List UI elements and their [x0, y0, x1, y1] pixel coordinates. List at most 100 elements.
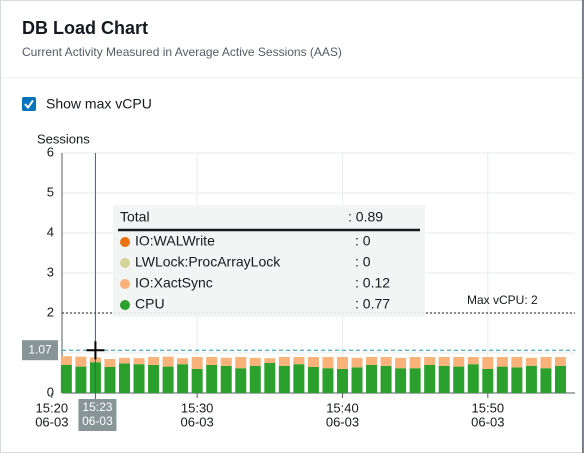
y-tick-label: 5 [47, 184, 54, 199]
bar-segment [322, 357, 334, 369]
tooltip-series-value: : 0 [355, 233, 371, 249]
tooltip-series-value: : 0 [355, 254, 371, 270]
cursor [86, 341, 105, 360]
bar-segment [525, 365, 537, 393]
bar-segment [191, 357, 203, 369]
bar-segment [249, 365, 261, 393]
tooltip-swatch [120, 237, 130, 247]
max-vcpu-label: Max vCPU: 2 [467, 293, 538, 307]
bar-segment [162, 366, 174, 393]
checkbox-check [24, 99, 34, 110]
bar-segment [336, 369, 348, 393]
bar-segment [336, 357, 348, 369]
bar-segment [395, 368, 407, 393]
bar-segment [133, 364, 145, 393]
tooltip-swatch [120, 300, 130, 310]
bar-segment [467, 364, 479, 393]
x-tick-label: 15:30 [181, 400, 214, 415]
bar-segment [322, 368, 334, 393]
bar-segment [75, 366, 87, 393]
bar-segment [278, 357, 290, 366]
bar-segment [380, 357, 392, 366]
bar-segment [60, 356, 72, 365]
bar-segment [438, 365, 450, 393]
bar-segment [351, 357, 363, 368]
x-tick-label: 15:20 [36, 400, 69, 415]
tooltip-series-value: : 0.12 [355, 275, 390, 291]
y-axis-label: Sessions [37, 131, 90, 146]
bar-segment [104, 367, 116, 393]
bar-segment [104, 359, 116, 367]
bar-segment [235, 368, 247, 393]
bar-segment [264, 363, 276, 393]
bar-segment [467, 357, 479, 365]
crosshair-x-date: 06-03 [82, 414, 113, 428]
bar-segment [409, 368, 421, 393]
bar-segment [60, 365, 72, 393]
checkbox[interactable] [22, 97, 36, 111]
bar-segment [220, 357, 232, 366]
x-tick-date: 06-03 [181, 414, 214, 429]
bar-segment [380, 365, 392, 393]
tooltip-series-name: IO:WALWrite [135, 233, 215, 249]
bar-segment [293, 357, 305, 365]
crosshair-y-label: 1.07 [28, 342, 52, 356]
bar-segment [395, 357, 407, 369]
bar-segment [118, 363, 130, 393]
x-tick-label: 15:40 [326, 400, 359, 415]
bar-segment [278, 365, 290, 393]
crosshair-y-box [22, 340, 58, 361]
tooltip-series-name: IO:XactSync [135, 275, 213, 291]
bar-segment [453, 357, 465, 367]
bar-segment [511, 357, 523, 368]
bar-segment [409, 357, 421, 369]
tooltip-series-value: : 0.77 [355, 296, 390, 312]
subtitle: Current Activity Measured in Average Act… [22, 45, 342, 59]
bar-segment [540, 368, 552, 393]
bar-segment [162, 356, 174, 367]
x-tick-date: 06-03 [35, 414, 68, 429]
bar-segment [424, 357, 436, 365]
bar-segment [525, 357, 537, 366]
tooltip-title: Total [120, 209, 150, 225]
bar-segment [482, 357, 494, 369]
bar-segment [148, 365, 160, 393]
tooltip-swatch [120, 279, 130, 289]
y-tick-label: 3 [47, 264, 54, 279]
plot: 012345615:2006-0315:3006-0315:4006-0315:… [22, 144, 575, 431]
y-tick-label: 2 [47, 304, 54, 319]
tooltip-total: : 0.89 [348, 209, 383, 225]
bar-segment [307, 357, 319, 367]
bar-segment [249, 357, 261, 366]
bar-segment [220, 365, 232, 393]
bar-segment [366, 357, 378, 365]
bar-segment [206, 365, 218, 393]
bar-segment [133, 358, 145, 365]
tooltip-box [113, 205, 425, 317]
y-tick-label: 0 [47, 384, 54, 399]
checkbox-box[interactable] [22, 97, 36, 111]
bar-segment [264, 358, 276, 363]
crosshair-x-box [78, 399, 117, 431]
bar-segment [496, 357, 508, 367]
x-tick-date: 06-03 [471, 414, 504, 429]
bar-segment [496, 366, 508, 393]
bar-segment [118, 357, 130, 364]
bar-segment [540, 357, 552, 369]
crosshair-x-label: 15:23 [82, 400, 112, 414]
bar-segment [148, 357, 160, 365]
bar-segment [235, 357, 247, 369]
bar-segment [293, 364, 305, 393]
bar-segment [75, 356, 87, 367]
checkbox-label[interactable]: Show max vCPU [46, 96, 152, 112]
title: DB Load Chart [22, 18, 148, 38]
bar-segment [453, 366, 465, 393]
bar-segment [511, 367, 523, 393]
bar-segment [206, 357, 218, 365]
x-tick-date: 06-03 [326, 414, 359, 429]
tooltip-series-name: CPU [135, 296, 165, 312]
y-tick-label: 6 [47, 144, 54, 159]
bar-segment [351, 367, 363, 393]
